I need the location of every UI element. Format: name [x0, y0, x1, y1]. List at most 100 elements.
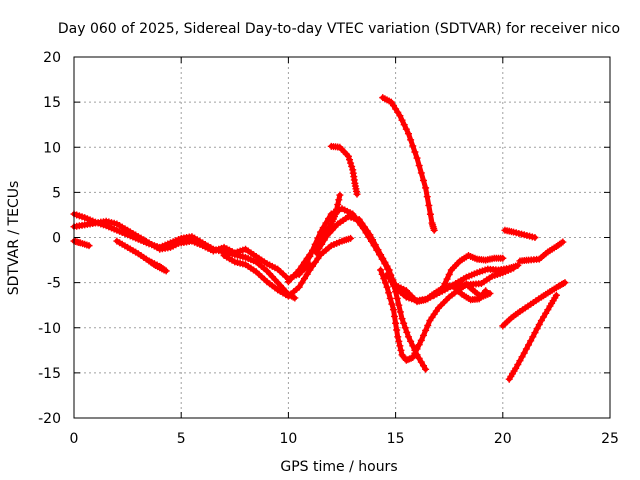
data-point-marker: [512, 364, 520, 372]
data-point-marker: [441, 280, 449, 288]
y-tick-label: 15: [43, 95, 61, 111]
data-point-marker: [396, 112, 404, 120]
data-point-marker: [514, 261, 522, 269]
data-point-marker: [336, 191, 344, 199]
data-point-marker: [537, 317, 545, 325]
x-tick-label: 0: [70, 431, 79, 447]
series-arc-17: [430, 261, 522, 299]
data-point-marker: [381, 279, 389, 287]
data-point-marker: [419, 176, 427, 184]
data-point-marker: [377, 266, 385, 274]
data-point-marker: [529, 333, 537, 341]
data-point-marker: [423, 193, 431, 201]
data-point-marker: [150, 260, 158, 268]
data-point-marker: [295, 266, 303, 274]
y-tick-label: 10: [43, 140, 61, 156]
data-point-marker: [347, 234, 355, 242]
data-point-marker: [335, 196, 343, 204]
series-arc-07: [220, 234, 355, 300]
data-point-marker: [389, 306, 397, 314]
data-point-marker: [397, 346, 405, 354]
data-point-marker: [525, 341, 533, 349]
series-arc-18: [501, 226, 539, 241]
data-point-marker: [443, 275, 451, 283]
data-point-marker: [369, 236, 377, 244]
data-point-marker: [404, 333, 412, 341]
series-arc-09: [284, 191, 344, 286]
series-arc-20: [505, 291, 560, 383]
data-point-marker: [306, 266, 314, 274]
x-tick-label: 20: [494, 431, 512, 447]
tick-layer: 0 5 10 15 20 25 -20 -15 -10 -5 0 5 10 15 20: [38, 50, 619, 447]
data-point-marker: [403, 328, 411, 336]
data-point-marker: [386, 294, 394, 302]
data-point-marker: [407, 136, 415, 144]
data-point-marker: [522, 345, 530, 353]
data-point-marker: [486, 289, 494, 297]
data-point-marker: [518, 353, 526, 361]
data-point-marker: [391, 312, 399, 320]
data-point-marker: [318, 240, 326, 248]
series-arc-01: [70, 210, 299, 302]
series-arc-15: [402, 252, 507, 306]
data-point-marker: [398, 116, 406, 124]
data-point-marker: [402, 125, 410, 133]
data-point-marker: [422, 184, 430, 192]
y-tick-label: -5: [47, 276, 61, 292]
data-point-marker: [374, 246, 382, 254]
data-point-marker: [407, 337, 415, 345]
data-point-marker: [355, 215, 363, 223]
data-point-marker: [347, 159, 355, 167]
series-line: [380, 95, 437, 233]
data-point-marker: [395, 337, 403, 345]
series-arc-11: [327, 142, 361, 198]
data-point-marker: [409, 142, 417, 150]
y-tick-label: -15: [38, 366, 61, 382]
data-point-marker: [540, 313, 548, 321]
data-point-marker: [363, 227, 371, 235]
x-axis-label: GPS time / hours: [280, 459, 397, 475]
data-point-marker: [332, 210, 340, 218]
data-point-marker: [306, 251, 314, 259]
data-point-marker: [422, 326, 430, 334]
data-point-marker: [417, 336, 425, 344]
data-point-marker: [552, 291, 560, 299]
data-point-marker: [298, 279, 306, 287]
data-point-marker: [377, 251, 385, 259]
grid-layer: [74, 57, 610, 418]
data-point-marker: [85, 242, 93, 250]
data-point-marker: [456, 289, 464, 297]
data-point-marker: [396, 308, 404, 316]
data-point-marker: [298, 262, 306, 270]
chart-title: Day 060 of 2025, Sidereal Day-to-day VTE…: [58, 21, 620, 37]
data-point-marker: [315, 245, 323, 253]
data-point-marker: [358, 219, 366, 227]
data-point-marker: [388, 300, 396, 308]
x-tick-label: 15: [387, 431, 405, 447]
y-tick-label: -10: [38, 321, 61, 337]
x-tick-label: 5: [177, 431, 186, 447]
data-point-marker: [527, 337, 535, 345]
data-point-marker: [291, 294, 299, 302]
series-arc-19: [499, 279, 569, 330]
data-point-marker: [415, 162, 423, 170]
series-arc-12: [379, 94, 438, 234]
data-point-marker: [411, 148, 419, 156]
data-point-marker: [381, 258, 389, 266]
data-point-marker: [499, 254, 507, 262]
data-point-marker: [393, 294, 401, 302]
data-point-marker: [395, 301, 403, 309]
series-line: [285, 192, 343, 285]
data-point-marker: [396, 342, 404, 350]
data-point-marker: [295, 283, 303, 291]
data-point-marker: [531, 234, 539, 241]
y-tick-label: 5: [52, 185, 61, 201]
data-point-marker: [371, 241, 379, 249]
y-tick-label: -20: [38, 411, 61, 427]
data-point-marker: [300, 258, 308, 266]
data-point-marker: [392, 319, 400, 327]
data-point-marker: [445, 271, 453, 279]
y-tick-label: 20: [43, 50, 61, 66]
data-point-marker: [415, 354, 423, 362]
